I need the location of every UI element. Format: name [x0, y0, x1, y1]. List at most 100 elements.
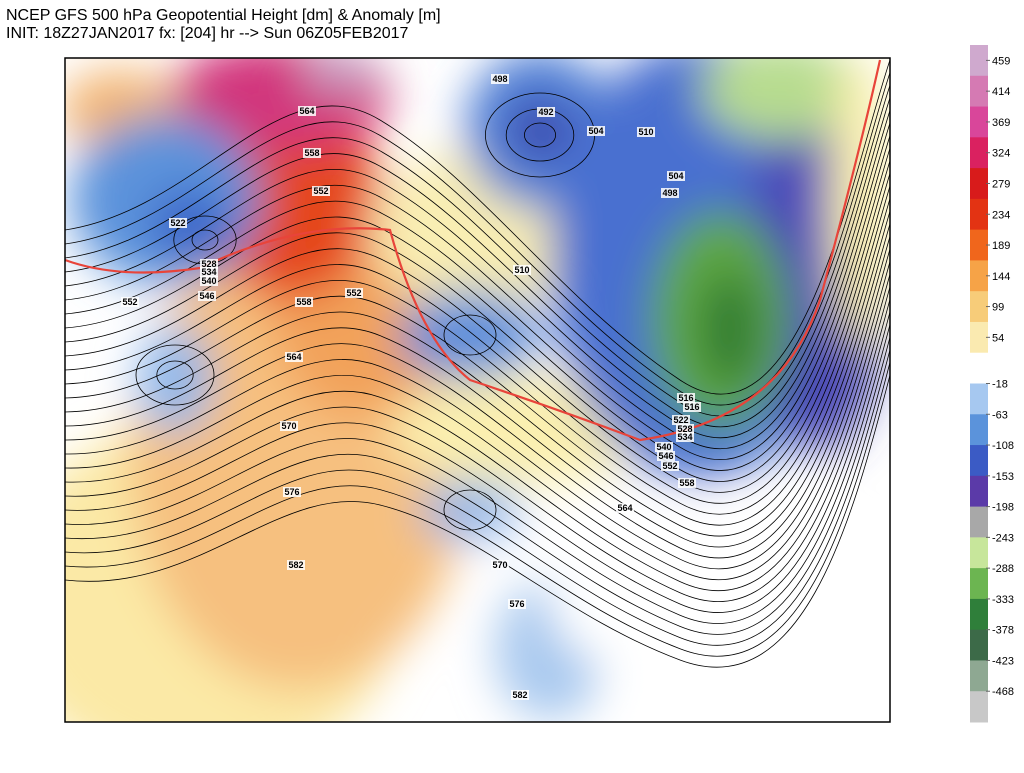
contour — [65, 97, 890, 428]
contour — [65, 148, 890, 471]
contour-label-bg — [672, 415, 690, 425]
contour-label: 528 — [201, 259, 216, 269]
colorbar-label: -198 — [992, 502, 1014, 514]
colorbar-swatch — [970, 445, 988, 477]
colorbar-swatch — [970, 660, 988, 692]
contour-label: 516 — [684, 402, 699, 412]
contour-label-bg — [616, 503, 634, 513]
contour — [65, 223, 890, 537]
contour — [65, 211, 890, 526]
contour — [65, 311, 890, 613]
colorbar-label: -333 — [992, 594, 1014, 606]
contour-label-bg — [537, 107, 555, 117]
contour-label: 564 — [286, 352, 301, 362]
contour-label: 546 — [658, 451, 673, 461]
contour-label: 504 — [668, 171, 683, 181]
contour — [65, 122, 890, 450]
contour-label: 552 — [346, 288, 361, 298]
contour-label-bg — [491, 74, 509, 84]
colorbar-label: -153 — [992, 471, 1014, 483]
contour-label: 552 — [313, 186, 328, 196]
contour — [65, 337, 890, 635]
colorbar-label: 414 — [992, 86, 1010, 98]
contour — [65, 85, 890, 417]
colorbar-swatch — [970, 691, 988, 723]
contour-label: 558 — [296, 297, 311, 307]
contour-label: 510 — [638, 127, 653, 137]
contour — [65, 349, 890, 646]
contour — [191, 229, 219, 251]
contour-label-bg — [508, 599, 526, 609]
colorbar-label: 234 — [992, 209, 1010, 221]
contour-label: 522 — [673, 415, 688, 425]
contour — [65, 274, 890, 581]
contour-label: 498 — [662, 188, 677, 198]
anomaly-field — [65, 58, 890, 722]
contour-label: 570 — [281, 421, 296, 431]
contour — [65, 248, 890, 559]
contour-label: 534 — [201, 267, 216, 277]
colorbar-swatch — [970, 475, 988, 508]
contour-label-bg — [198, 291, 216, 301]
contour — [65, 198, 890, 515]
contour-label-bg — [303, 148, 321, 158]
contour — [65, 286, 890, 591]
contour-label: 522 — [170, 218, 185, 228]
colorbar-swatch — [970, 629, 988, 661]
contour-label-bg — [121, 297, 139, 307]
contour-label-bg — [655, 442, 673, 452]
contour-label-bg — [667, 171, 685, 181]
contour-label-bg — [295, 297, 313, 307]
contour — [65, 110, 890, 439]
contour-label-bg — [298, 106, 316, 116]
colorbar-label: -18 — [992, 379, 1008, 391]
contour-label: 504 — [588, 126, 603, 136]
contour-label: 528 — [677, 424, 692, 434]
contour-label-bg — [200, 276, 218, 286]
colorbar-swatch — [970, 352, 988, 384]
colorbar-swatch — [970, 260, 988, 292]
colorbar-label: 279 — [992, 178, 1010, 190]
contour — [65, 185, 890, 504]
contour-label: 540 — [656, 442, 671, 452]
subtitle: INIT: 18Z27JAN2017 fx: [204] hr --> Sun … — [6, 25, 409, 42]
colorbar-label: 144 — [992, 271, 1010, 283]
contour-label: 552 — [122, 297, 137, 307]
contour-label: 516 — [678, 393, 693, 403]
colorbar-label: -378 — [992, 625, 1014, 637]
colorbar-label: 189 — [992, 240, 1010, 252]
contour-label-bg — [637, 127, 655, 137]
contour-label-bg — [200, 267, 218, 277]
contour-label-bg — [312, 186, 330, 196]
contour-label: 582 — [288, 560, 303, 570]
colorbar-swatch — [970, 537, 988, 569]
contour — [156, 360, 194, 390]
colorbar-label: -108 — [992, 440, 1014, 452]
contour-label-bg — [345, 288, 363, 298]
contour-label-bg — [280, 421, 298, 431]
colorbar-swatch — [970, 568, 988, 600]
contour-label-bg — [676, 424, 694, 434]
contour-label-bg — [285, 352, 303, 362]
colorbar-label: 459 — [992, 55, 1010, 67]
contour-label: 498 — [492, 74, 507, 84]
contour-label-bg — [661, 461, 679, 471]
contour — [65, 59, 890, 395]
zero-anomaly-line — [65, 59, 882, 442]
contour-label: 576 — [509, 599, 524, 609]
contour-label: 492 — [538, 107, 553, 117]
contour-label-bg — [513, 265, 531, 275]
colorbar-label: -468 — [992, 686, 1014, 698]
colorbar-swatch — [970, 383, 988, 415]
colorbar-label: 54 — [992, 332, 1004, 344]
contour-label-bg — [676, 432, 694, 442]
colorbar-label: 99 — [992, 302, 1004, 314]
contour-label-bg — [491, 560, 509, 570]
contour-label: 558 — [304, 148, 319, 158]
contour — [443, 314, 497, 356]
title: NCEP GFS 500 hPa Geopotential Height [dm… — [6, 7, 441, 24]
contour — [65, 236, 890, 548]
